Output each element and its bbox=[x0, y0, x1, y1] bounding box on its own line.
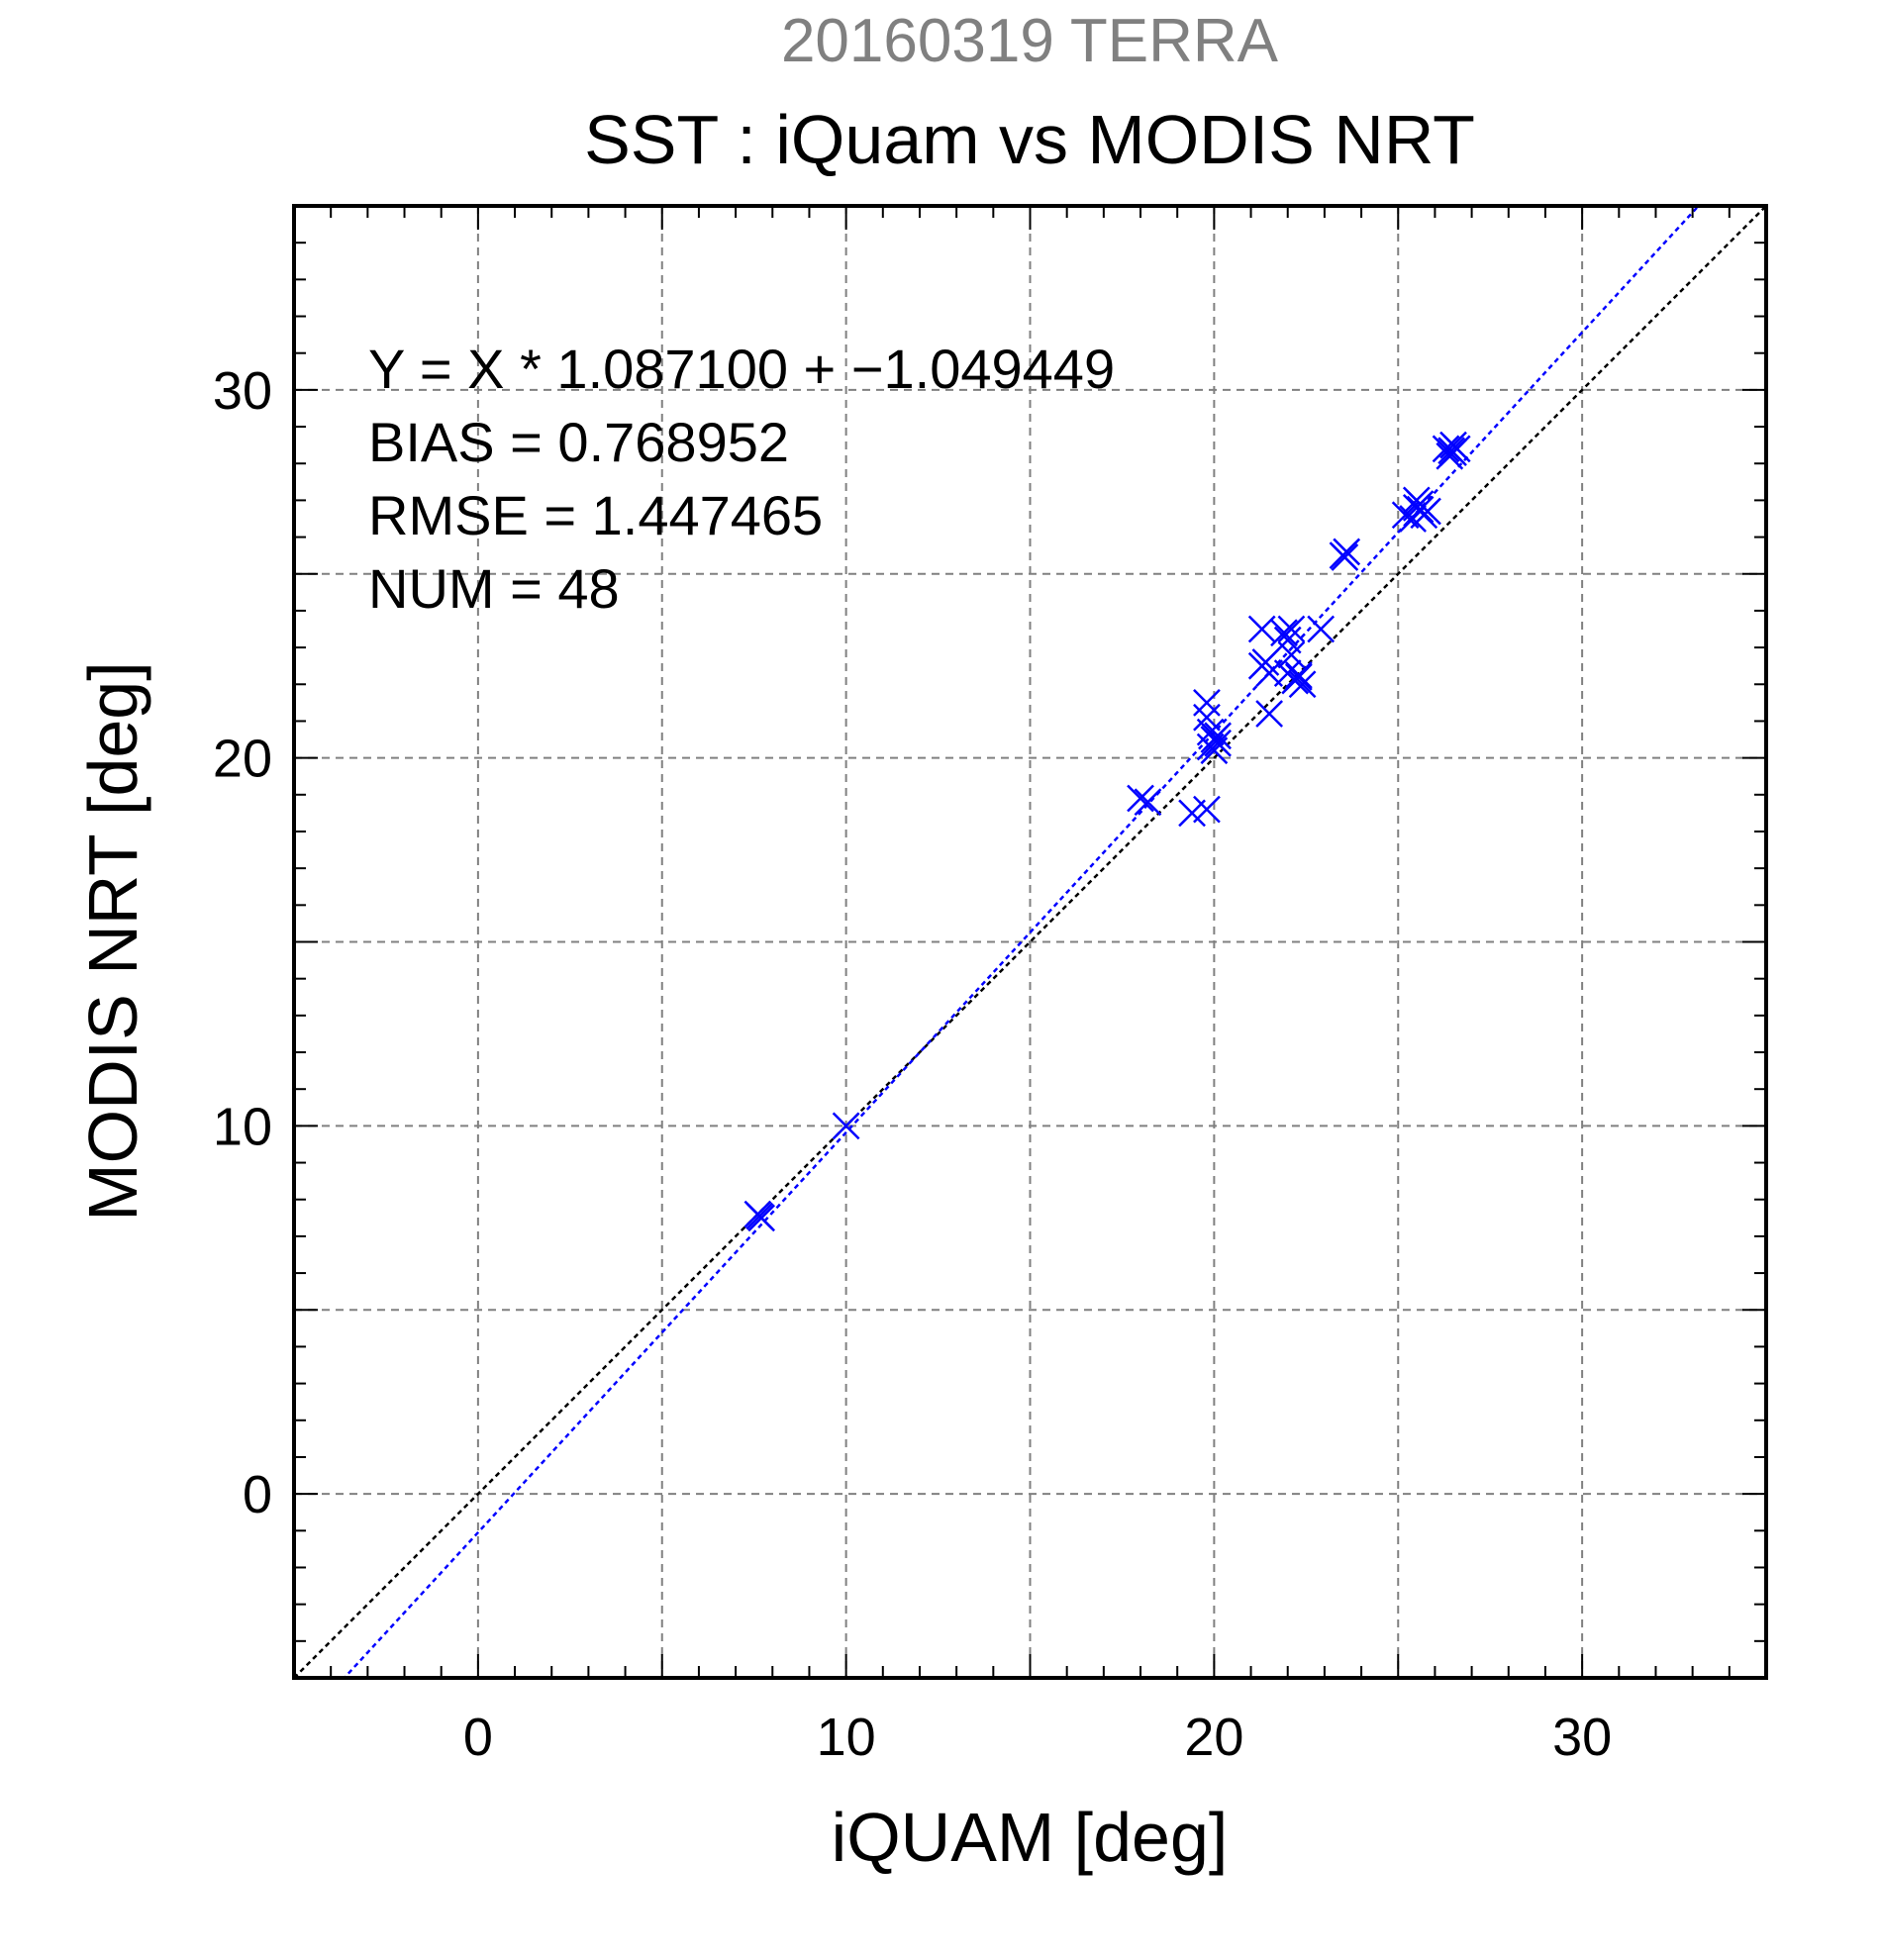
plot-frame bbox=[292, 204, 1768, 1680]
x-tick-label: 20 bbox=[1184, 1708, 1243, 1767]
data-point-stroke bbox=[1273, 626, 1302, 654]
data-point bbox=[1406, 495, 1435, 524]
data-point-stroke bbox=[1414, 497, 1441, 526]
data-points bbox=[743, 431, 1471, 1232]
data-point-stroke bbox=[1288, 670, 1317, 699]
data-point bbox=[1251, 648, 1280, 676]
data-point bbox=[1333, 538, 1361, 566]
chart-subtitle: SST : iQuam vs MODIS NRT bbox=[584, 101, 1475, 178]
x-tick-label: 0 bbox=[463, 1708, 493, 1767]
data-point bbox=[1288, 670, 1317, 699]
data-point bbox=[1277, 615, 1306, 643]
data-point bbox=[1284, 661, 1313, 689]
data-point-stroke bbox=[1134, 788, 1162, 817]
x-axis-label: iQUAM [deg] bbox=[832, 1799, 1229, 1876]
stats-annotation: Y = X * 1.087100 + −1.049449 BIAS = 0.76… bbox=[368, 338, 1115, 620]
data-point-stroke bbox=[1193, 688, 1221, 717]
data-point-stroke bbox=[1251, 648, 1280, 676]
data-point-stroke bbox=[1432, 435, 1460, 463]
data-point-stroke bbox=[1255, 700, 1284, 728]
data-point-stroke bbox=[1204, 729, 1232, 757]
data-point bbox=[1331, 543, 1359, 571]
data-point-stroke bbox=[1196, 718, 1225, 746]
chart-title: 20160319 TERRA bbox=[781, 7, 1279, 75]
data-point bbox=[1247, 615, 1276, 643]
data-point bbox=[1134, 788, 1162, 817]
data-point bbox=[1270, 619, 1298, 647]
data-point-stroke bbox=[1406, 495, 1435, 524]
data-point-stroke bbox=[1442, 435, 1471, 463]
data-point-stroke bbox=[1284, 662, 1313, 691]
data-point bbox=[1442, 435, 1471, 463]
data-point bbox=[1193, 795, 1221, 824]
data-point-stroke bbox=[1193, 703, 1221, 732]
data-point bbox=[1127, 784, 1154, 813]
data-point bbox=[1204, 729, 1232, 757]
data-point bbox=[1277, 640, 1306, 669]
y-tick-label: 0 bbox=[243, 1465, 272, 1524]
y-tick-label: 20 bbox=[213, 730, 272, 789]
data-point bbox=[1193, 688, 1221, 717]
rmse-label: RMSE = 1.447465 bbox=[368, 484, 823, 546]
data-point-stroke bbox=[1193, 795, 1221, 824]
data-point-stroke bbox=[1127, 784, 1154, 813]
count-label: NUM = 48 bbox=[368, 557, 620, 620]
data-point-stroke bbox=[832, 1112, 860, 1140]
data-point-stroke bbox=[1200, 736, 1229, 765]
data-point bbox=[832, 1112, 860, 1140]
x-tick-label: 10 bbox=[817, 1708, 876, 1767]
data-point-stroke bbox=[1277, 640, 1306, 669]
data-point bbox=[1255, 700, 1284, 728]
data-point-stroke bbox=[1284, 661, 1313, 689]
x-tick-label: 30 bbox=[1552, 1708, 1612, 1767]
bias-label: BIAS = 0.768952 bbox=[368, 411, 789, 473]
fit-equation-label: Y = X * 1.087100 + −1.049449 bbox=[368, 338, 1115, 400]
y-tick-label: 10 bbox=[213, 1097, 272, 1156]
data-point-stroke bbox=[1437, 437, 1466, 465]
y-axis-label: MODIS NRT [deg] bbox=[74, 661, 151, 1221]
data-point-stroke bbox=[1270, 619, 1298, 647]
data-point-stroke bbox=[1247, 615, 1276, 643]
data-point-stroke bbox=[1333, 538, 1361, 566]
x-tick-labels: 0 10 20 30 bbox=[463, 1708, 1612, 1767]
data-point bbox=[1307, 615, 1336, 643]
data-point-stroke bbox=[1331, 543, 1359, 571]
data-point bbox=[1284, 662, 1313, 691]
data-point-stroke bbox=[745, 1202, 774, 1230]
data-point bbox=[1432, 435, 1460, 463]
data-point bbox=[1437, 437, 1466, 465]
y-tick-label: 30 bbox=[213, 361, 272, 421]
data-point bbox=[1200, 736, 1229, 765]
y-tick-labels: 0 10 20 30 bbox=[213, 361, 272, 1524]
data-point bbox=[1414, 497, 1441, 526]
data-point bbox=[745, 1202, 774, 1230]
data-point-stroke bbox=[1307, 615, 1336, 643]
data-point-stroke bbox=[1277, 615, 1306, 643]
regression-line bbox=[343, 206, 1701, 1678]
grid bbox=[294, 206, 1766, 1678]
reference-lines bbox=[294, 206, 1766, 1678]
